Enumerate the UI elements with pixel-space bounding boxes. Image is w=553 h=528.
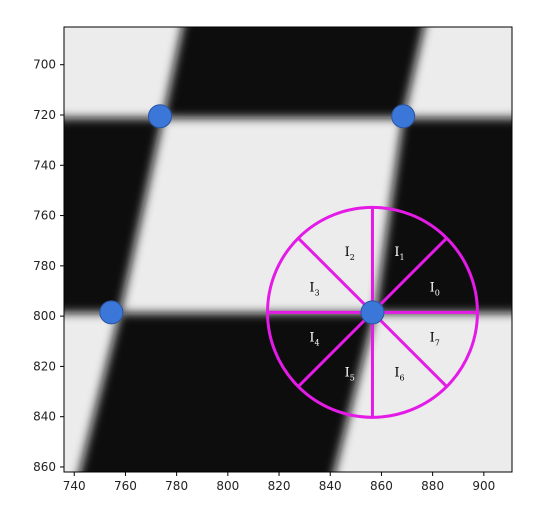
y-tick-label: 720 [33, 108, 56, 122]
corner-point-0 [148, 104, 172, 129]
segment-label-3: I3 [309, 280, 319, 297]
black-square-bottom [79, 313, 375, 472]
black-square-left [64, 118, 163, 313]
y-tick-label: 840 [33, 410, 56, 424]
corner-points [99, 104, 416, 325]
segment-label-5: I5 [345, 365, 355, 382]
x-tick-label: 740 [63, 479, 86, 493]
segment-label-1: I1 [394, 245, 404, 262]
x-tick-label: 820 [268, 479, 291, 493]
x-tick-label: 840 [319, 479, 342, 493]
segment-labels: I0 I1 I2 I3 I4 I5 I6 I7 [309, 245, 439, 382]
corner-point-1 [391, 104, 416, 129]
x-tick-label: 860 [370, 479, 393, 493]
y-tick-label: 760 [33, 209, 56, 223]
segment-label-7: I7 [430, 330, 440, 347]
black-square-top [163, 27, 425, 118]
segment-label-4: I4 [309, 330, 319, 347]
black-square-right [375, 118, 512, 313]
y-axis: 700 720 740 760 780 800 820 840 860 [33, 58, 64, 474]
plot-area: I0 I1 I2 I3 I4 I5 I6 I7 [64, 27, 512, 472]
x-axis: 740 760 780 800 820 840 860 880 900 [63, 472, 495, 493]
y-tick-label: 860 [33, 460, 56, 474]
y-tick-label: 700 [33, 58, 56, 72]
x-tick-label: 880 [421, 479, 444, 493]
corner-point-2 [99, 300, 124, 325]
segment-label-2: I2 [345, 245, 355, 262]
corner-point-3 [360, 300, 385, 325]
y-tick-label: 740 [33, 158, 56, 172]
y-tick-label: 820 [33, 359, 56, 373]
segment-label-0: I0 [430, 280, 440, 297]
x-tick-label: 900 [472, 479, 495, 493]
x-tick-label: 760 [114, 479, 137, 493]
y-tick-label: 780 [33, 259, 56, 273]
y-tick-label: 800 [33, 309, 56, 323]
checkerboard-image [64, 27, 512, 472]
x-tick-label: 800 [216, 479, 239, 493]
x-tick-label: 780 [165, 479, 188, 493]
segment-label-6: I6 [394, 365, 404, 382]
plot-frame [63, 26, 513, 473]
